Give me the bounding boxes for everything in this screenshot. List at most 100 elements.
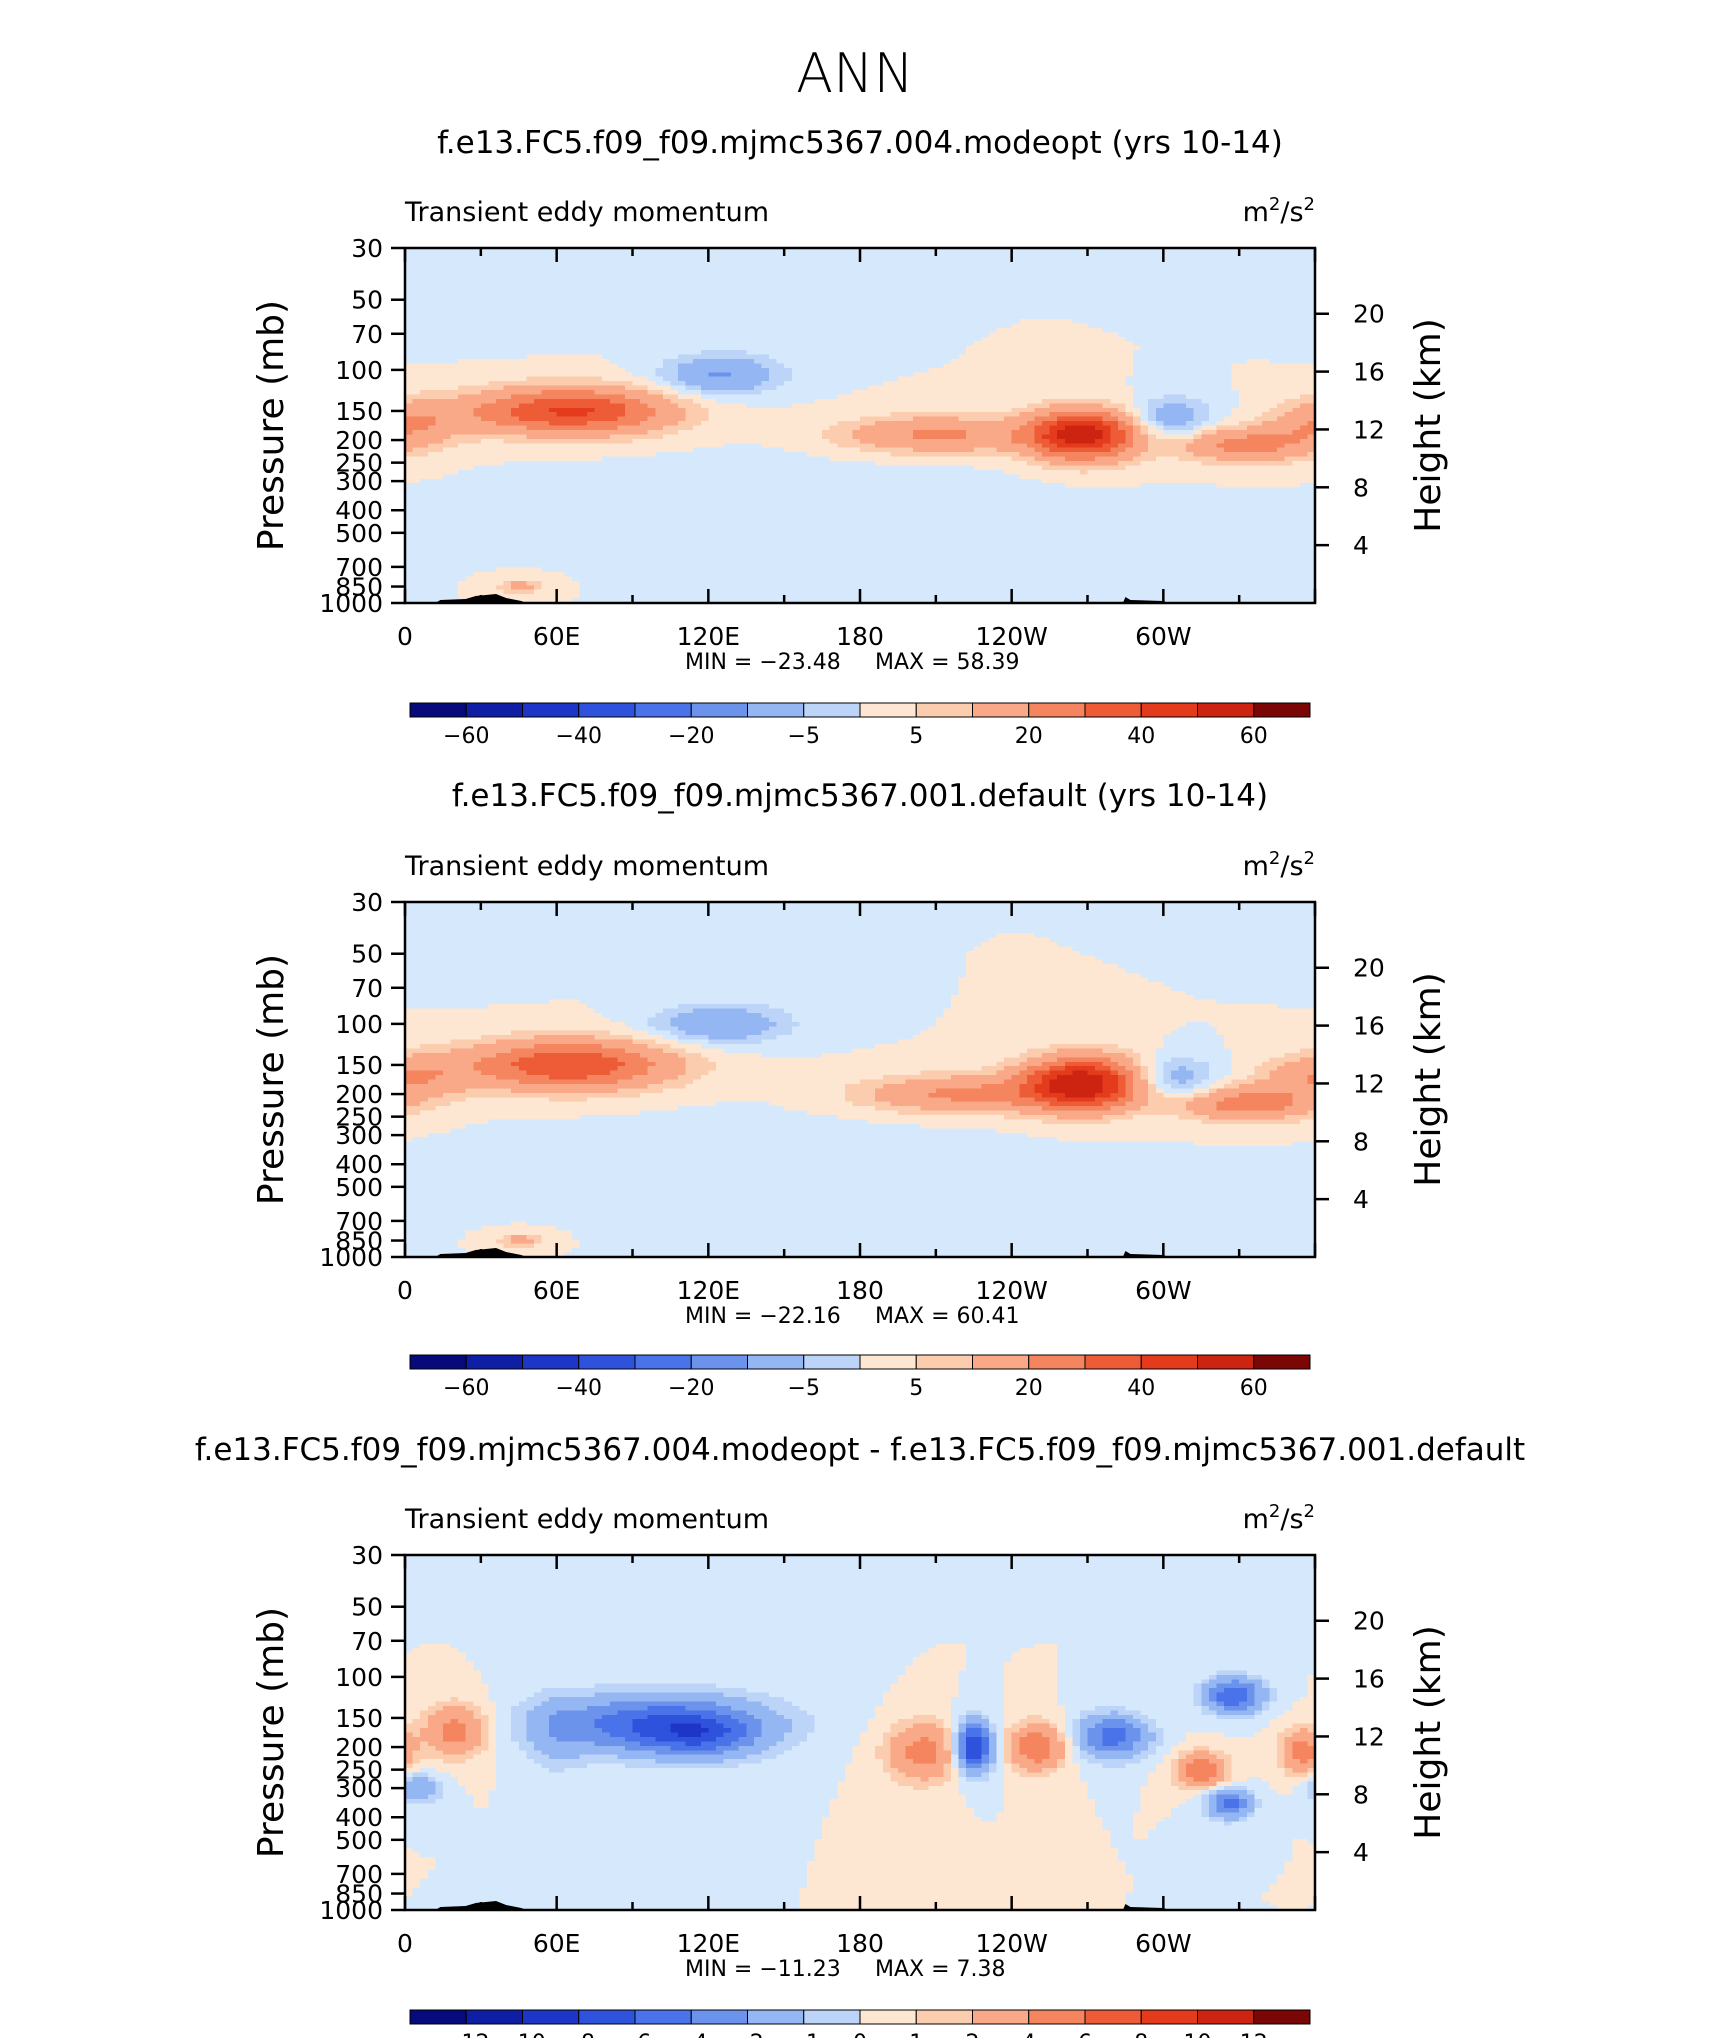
colorbar-label: −5 <box>788 1376 820 1401</box>
figure-title: ANN <box>796 42 914 105</box>
units-label: m2/s2 <box>1243 194 1315 228</box>
colorbar-box <box>1198 703 1254 717</box>
y2-tick-label: 4 <box>1353 1185 1369 1214</box>
colorbar-box <box>860 2010 916 2024</box>
y2-axis-label: Height (km) <box>1408 1625 1449 1839</box>
colorbar-label: −8 <box>563 2031 595 2038</box>
colorbar-label: −40 <box>556 724 602 749</box>
y2-tick-label: 12 <box>1353 1722 1385 1751</box>
x-tick-label: 180 <box>836 622 884 651</box>
x-tick-label: 60E <box>533 1276 581 1305</box>
colorbar-box <box>1029 703 1085 717</box>
colorbar-label: 0 <box>853 2031 867 2038</box>
colorbar-box <box>916 1355 972 1369</box>
panel-2: f.e13.FC5.f09_f09.mjmc5367.001.default (… <box>251 778 1449 1401</box>
panel-title: f.e13.FC5.f09_f09.mjmc5367.001.default (… <box>452 778 1268 814</box>
y-axis-label: Pressure (mb) <box>251 1607 292 1858</box>
units-exp1: 2 <box>1269 848 1280 869</box>
colorbar-label: 5 <box>909 724 923 749</box>
min-label: MIN = −11.23 <box>685 1957 841 1982</box>
colorbar-box <box>523 703 579 717</box>
x-tick-label: 60W <box>1135 622 1192 651</box>
y-tick-label: 1000 <box>319 1243 383 1272</box>
y2-tick-label: 20 <box>1353 300 1385 329</box>
units-exp1: 2 <box>1269 194 1280 215</box>
colorbar-box <box>973 703 1029 717</box>
y-axis-label: Pressure (mb) <box>251 300 292 551</box>
x-tick-label: 120E <box>677 1929 741 1958</box>
y2-tick-label: 8 <box>1353 1127 1369 1156</box>
colorbar-box <box>1254 1355 1310 1369</box>
y-tick-label: 150 <box>335 397 383 426</box>
x-tick-label: 120E <box>677 1276 741 1305</box>
y2-tick-label: 20 <box>1353 1607 1385 1636</box>
y2-tick-label: 4 <box>1353 531 1369 560</box>
colorbar-label: 8 <box>1134 2031 1148 2038</box>
x-tick-label: 120W <box>975 1276 1047 1305</box>
panel-subtitle: Transient eddy momentum <box>404 1504 769 1535</box>
colorbar-label: −60 <box>443 1376 489 1401</box>
colorbar-box <box>1141 1355 1197 1369</box>
units-exp2: 2 <box>1304 848 1315 869</box>
colorbar-box <box>860 703 916 717</box>
y2-tick-label: 12 <box>1353 1069 1385 1098</box>
colorbar-box <box>466 1355 522 1369</box>
x-tick-label: 60E <box>533 1929 581 1958</box>
colorbar-label: −4 <box>675 2031 707 2038</box>
colorbar-box <box>1198 1355 1254 1369</box>
colorbar-label: 5 <box>909 1376 923 1401</box>
colorbar-label: 1 <box>909 2031 923 2038</box>
contour-field <box>405 902 1316 1258</box>
x-tick-label: 0 <box>397 622 413 651</box>
panel-title: f.e13.FC5.f09_f09.mjmc5367.004.modeopt -… <box>195 1432 1525 1468</box>
y2-tick-label: 16 <box>1353 1012 1385 1041</box>
y2-tick-label: 20 <box>1353 954 1385 983</box>
panel-subtitle: Transient eddy momentum <box>404 851 769 882</box>
y-tick-label: 30 <box>351 1541 383 1570</box>
y-tick-label: 300 <box>335 1121 383 1150</box>
units-label: m2/s2 <box>1243 1501 1315 1535</box>
y2-tick-label: 4 <box>1353 1838 1369 1867</box>
colorbar-label: −10 <box>499 2031 545 2038</box>
y-tick-label: 50 <box>351 286 383 315</box>
x-tick-label: 60W <box>1135 1276 1192 1305</box>
units-mid: /s <box>1280 1504 1303 1535</box>
colorbar-box <box>973 1355 1029 1369</box>
colorbar-label: −2 <box>731 2031 763 2038</box>
x-tick-label: 120E <box>677 622 741 651</box>
units-exp2: 2 <box>1304 1501 1315 1522</box>
colorbar-box <box>579 703 635 717</box>
colorbar-box <box>691 703 747 717</box>
colorbar-box <box>523 1355 579 1369</box>
figure: ANN f.e13.FC5.f09_f09.mjmc5367.004.modeo… <box>0 0 1710 2038</box>
colorbar: −60 −40 −20 −5 5 20 40 60 <box>410 703 1310 749</box>
colorbar-label: −20 <box>668 724 714 749</box>
colorbar-box <box>916 703 972 717</box>
y2-axis-label: Height (km) <box>1408 972 1449 1186</box>
colorbar-box <box>410 2010 466 2024</box>
y-tick-label: 500 <box>335 1826 383 1855</box>
colorbar-box <box>804 703 860 717</box>
colorbar-box <box>691 1355 747 1369</box>
colorbar-box <box>691 2010 747 2024</box>
x-tick-label: 60W <box>1135 1929 1192 1958</box>
colorbar-label: 60 <box>1240 724 1268 749</box>
units-exp2: 2 <box>1304 194 1315 215</box>
colorbar-label: −5 <box>788 724 820 749</box>
units-mid: /s <box>1280 197 1303 228</box>
y-tick-label: 150 <box>335 1051 383 1080</box>
colorbar-box <box>1254 703 1310 717</box>
colorbar-box <box>1198 2010 1254 2024</box>
colorbar-box <box>466 703 522 717</box>
y-tick-label: 1000 <box>319 589 383 618</box>
colorbar-box <box>1085 1355 1141 1369</box>
y-tick-label: 50 <box>351 1593 383 1622</box>
x-tick-label: 120W <box>975 1929 1047 1958</box>
panel-subtitle: Transient eddy momentum <box>404 197 769 228</box>
y2-tick-label: 16 <box>1353 1665 1385 1694</box>
colorbar-box <box>1254 2010 1310 2024</box>
panel-title: f.e13.FC5.f09_f09.mjmc5367.004.modeopt (… <box>437 125 1283 161</box>
colorbar-label: −6 <box>619 2031 651 2038</box>
colorbar-box <box>1141 703 1197 717</box>
colorbar-box <box>1029 2010 1085 2024</box>
